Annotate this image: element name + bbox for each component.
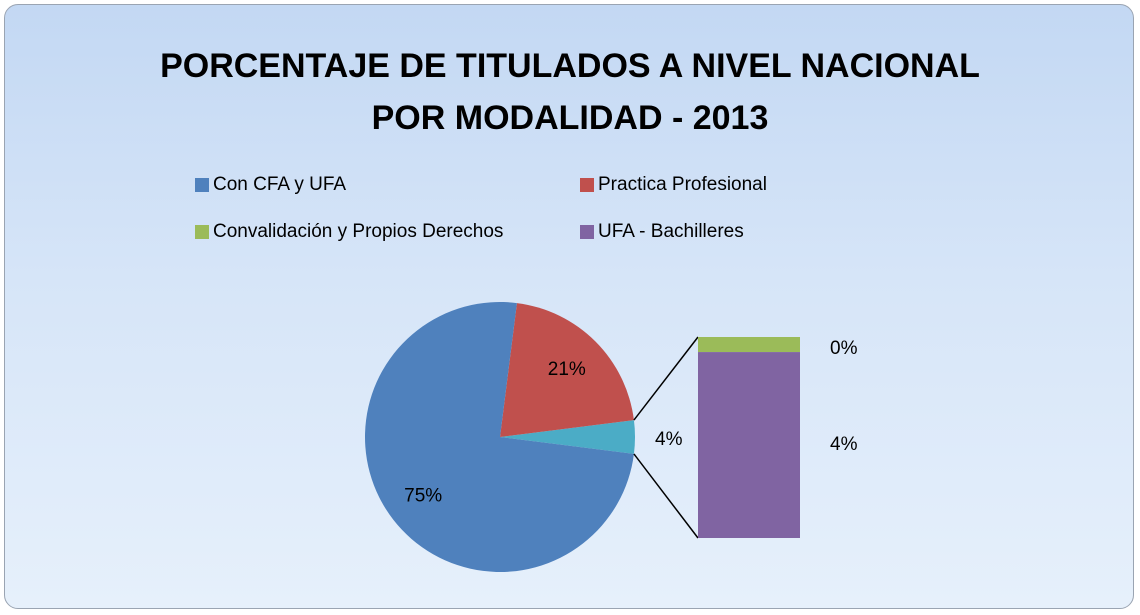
data-label: 4%: [830, 434, 858, 455]
legend-swatch: [195, 225, 209, 239]
connector-line: [633, 453, 699, 539]
data-label: 75%: [404, 486, 442, 507]
legend-swatch: [195, 178, 209, 192]
connector-line: [633, 336, 699, 421]
bar-segment: [698, 352, 800, 538]
legend-label: UFA - Bachilleres: [598, 221, 744, 242]
data-label: 0%: [830, 338, 858, 359]
data-label: 4%: [655, 429, 683, 450]
legend-swatch: [580, 225, 594, 239]
pie-slice: [365, 302, 634, 572]
legend-label: Con CFA y UFA: [213, 174, 346, 195]
chart-title: PORCENTAJE DE TITULADOS A NIVEL NACIONAL…: [160, 47, 980, 137]
pie-slice: [500, 303, 634, 437]
legend-label: Convalidación y Propios Derechos: [213, 221, 503, 242]
legend-label: Practica Profesional: [598, 174, 767, 195]
data-label: 21%: [548, 359, 586, 380]
legend-swatch: [580, 178, 594, 192]
bar-segment: [698, 337, 800, 353]
pie-slice: [500, 420, 636, 454]
